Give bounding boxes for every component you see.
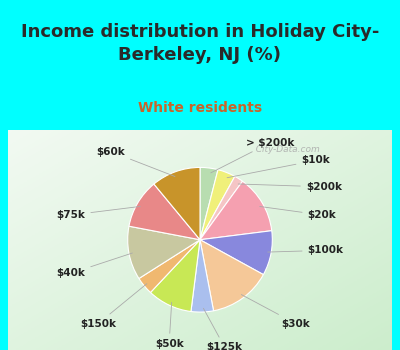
Wedge shape bbox=[129, 184, 200, 240]
Wedge shape bbox=[139, 240, 200, 293]
Text: $50k: $50k bbox=[155, 302, 184, 349]
Text: > $200k: > $200k bbox=[211, 138, 294, 173]
Text: City-Data.com: City-Data.com bbox=[250, 145, 319, 154]
Text: $20k: $20k bbox=[260, 206, 336, 220]
Wedge shape bbox=[128, 226, 200, 279]
Text: $125k: $125k bbox=[204, 308, 243, 350]
Wedge shape bbox=[200, 167, 218, 240]
Wedge shape bbox=[150, 240, 200, 312]
Text: $10k: $10k bbox=[227, 155, 330, 178]
Wedge shape bbox=[191, 240, 214, 312]
Text: Income distribution in Holiday City-
Berkeley, NJ (%): Income distribution in Holiday City- Ber… bbox=[21, 23, 379, 63]
Wedge shape bbox=[200, 231, 272, 275]
Text: $30k: $30k bbox=[241, 295, 310, 329]
Text: White residents: White residents bbox=[138, 101, 262, 115]
Text: $40k: $40k bbox=[56, 253, 132, 278]
Wedge shape bbox=[200, 240, 263, 311]
Text: $150k: $150k bbox=[80, 284, 147, 329]
Text: $75k: $75k bbox=[56, 206, 140, 220]
Text: $60k: $60k bbox=[96, 147, 175, 176]
Wedge shape bbox=[200, 176, 242, 240]
Wedge shape bbox=[154, 167, 200, 240]
Wedge shape bbox=[200, 181, 272, 240]
Text: $200k: $200k bbox=[238, 182, 342, 192]
Wedge shape bbox=[200, 170, 235, 240]
Text: $100k: $100k bbox=[268, 245, 344, 256]
